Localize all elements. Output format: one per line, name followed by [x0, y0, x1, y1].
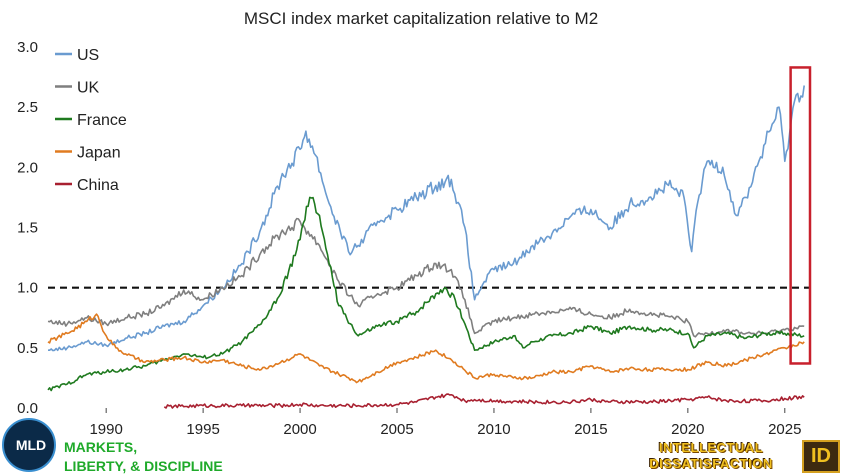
- x-tick-label: 2000: [283, 421, 316, 438]
- right-brand: INTELLECTUAL DISSATISFACTION ID: [626, 438, 842, 475]
- series-layer: [47, 85, 805, 409]
- mld-logo: MLD: [2, 418, 56, 472]
- y-axis: 0.0 0.5 1.0 1.5 2.0 2.5 3.0: [17, 39, 38, 417]
- right-brand-name: INTELLECTUAL DISSATISFACTION: [626, 440, 796, 472]
- highlight-box: [789, 66, 812, 365]
- x-tick-label: 2020: [671, 421, 704, 438]
- id-badge-logo: ID: [802, 440, 840, 473]
- x-tick-label: 2010: [477, 421, 510, 438]
- y-tick-label: 1.5: [17, 220, 38, 237]
- series-line-us: [48, 85, 805, 352]
- x-axis: 1990 1995 2000 2005 2010 2015 2020 2025: [89, 408, 801, 438]
- x-tick-label: 1995: [186, 421, 219, 438]
- left-brand-name: MARKETS, LIBERTY, & DISCIPLINE: [64, 438, 223, 476]
- x-tick-label: 2005: [380, 421, 413, 438]
- y-tick-label: 0.5: [17, 340, 38, 357]
- legend: US UK France Japan China: [55, 47, 127, 194]
- series-line-france: [47, 196, 805, 392]
- left-brand-line-1: MARKETS,: [64, 439, 138, 455]
- y-tick-label: 3.0: [17, 39, 38, 56]
- x-tick-label: 2015: [574, 421, 607, 438]
- series-line-uk: [47, 217, 805, 338]
- right-brand-line-1: INTELLECTUAL: [658, 440, 764, 455]
- legend-label: Japan: [77, 145, 121, 162]
- legend-label: China: [77, 177, 119, 194]
- chart-title: MSCI index market capitalization relativ…: [244, 9, 598, 28]
- mld-logo-text: MLD: [15, 437, 47, 453]
- legend-label: UK: [77, 80, 100, 97]
- legend-label: US: [77, 47, 99, 64]
- x-tick-label: 2025: [768, 421, 801, 438]
- series-line-japan: [47, 313, 805, 384]
- legend-label: France: [77, 112, 127, 129]
- y-tick-label: 2.0: [17, 159, 38, 176]
- highlight-layer: [789, 66, 812, 365]
- series-line-china: [163, 393, 805, 409]
- y-tick-label: 0.0: [17, 400, 38, 417]
- y-tick-label: 2.5: [17, 99, 38, 116]
- left-brand-line-2: LIBERTY, & DISCIPLINE: [64, 458, 223, 474]
- left-brand: MLD MARKETS, LIBERTY, & DISCIPLINE: [0, 416, 270, 475]
- right-brand-line-2: DISSATISFACTION: [649, 456, 773, 471]
- y-tick-label: 1.0: [17, 280, 38, 297]
- x-tick-label: 1990: [89, 421, 122, 438]
